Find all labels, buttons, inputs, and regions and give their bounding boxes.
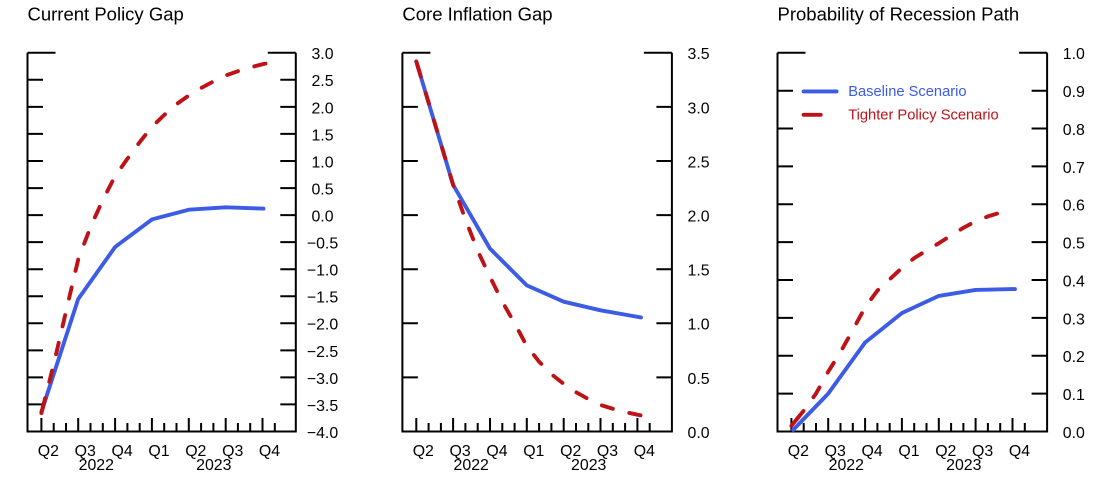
svg-text:1.5: 1.5 (688, 263, 710, 280)
svg-text:−3.0: −3.0 (307, 371, 339, 388)
svg-text:Q2: Q2 (413, 443, 434, 460)
svg-text:Q3: Q3 (75, 443, 96, 460)
svg-text:Q1: Q1 (148, 443, 169, 460)
svg-text:Q4: Q4 (634, 443, 655, 460)
svg-text:2022: 2022 (454, 457, 490, 474)
svg-text:Q4: Q4 (1009, 443, 1030, 460)
svg-text:−4.0: −4.0 (307, 425, 339, 442)
svg-text:Current Policy Gap: Current Policy Gap (28, 4, 184, 25)
svg-text:−1.0: −1.0 (307, 263, 339, 280)
svg-text:0.0: 0.0 (1063, 425, 1085, 442)
svg-text:Probability of Recession Path: Probability of Recession Path (778, 4, 1020, 25)
svg-text:Q2: Q2 (560, 443, 581, 460)
svg-text:0.1: 0.1 (1063, 387, 1085, 404)
svg-text:−3.5: −3.5 (307, 398, 339, 415)
svg-text:Tighter Policy Scenario: Tighter Policy Scenario (848, 108, 998, 124)
svg-text:0.5: 0.5 (311, 182, 333, 199)
svg-text:3.5: 3.5 (688, 46, 710, 63)
svg-text:Q2: Q2 (788, 443, 809, 460)
svg-text:1.0: 1.0 (688, 317, 710, 334)
svg-text:Q3: Q3 (825, 443, 846, 460)
svg-text:2.5: 2.5 (688, 154, 710, 171)
svg-text:Q2: Q2 (935, 443, 956, 460)
svg-text:2.5: 2.5 (311, 73, 333, 90)
svg-text:0.5: 0.5 (1063, 236, 1085, 253)
svg-text:−2.0: −2.0 (307, 317, 339, 334)
svg-text:−1.5: −1.5 (307, 290, 339, 307)
svg-text:Baseline Scenario: Baseline Scenario (848, 84, 966, 100)
svg-text:3.0: 3.0 (688, 100, 710, 117)
svg-text:Q1: Q1 (523, 443, 544, 460)
svg-text:0.7: 0.7 (1063, 160, 1085, 177)
svg-text:−0.5: −0.5 (307, 236, 339, 253)
svg-text:2022: 2022 (829, 457, 865, 474)
svg-text:0.4: 0.4 (1063, 273, 1085, 290)
svg-text:1.0: 1.0 (1063, 46, 1085, 63)
svg-text:Q4: Q4 (259, 443, 280, 460)
svg-text:0.8: 0.8 (1063, 122, 1085, 139)
svg-text:2.0: 2.0 (311, 100, 333, 117)
svg-text:Q2: Q2 (38, 443, 59, 460)
svg-text:0.0: 0.0 (688, 425, 710, 442)
svg-text:2022: 2022 (79, 457, 115, 474)
svg-text:0.9: 0.9 (1063, 84, 1085, 101)
svg-text:2.0: 2.0 (688, 209, 710, 226)
svg-text:2023: 2023 (196, 457, 232, 474)
svg-text:2023: 2023 (571, 457, 607, 474)
svg-text:2023: 2023 (946, 457, 982, 474)
svg-text:Q3: Q3 (222, 443, 243, 460)
svg-text:1.5: 1.5 (311, 127, 333, 144)
svg-text:−2.5: −2.5 (307, 344, 339, 361)
svg-text:Core Inflation Gap: Core Inflation Gap (402, 4, 552, 25)
svg-text:Q3: Q3 (597, 443, 618, 460)
svg-text:Q2: Q2 (185, 443, 206, 460)
svg-text:Q3: Q3 (449, 443, 470, 460)
svg-text:Q4: Q4 (861, 443, 882, 460)
svg-text:0.5: 0.5 (688, 371, 710, 388)
svg-text:0.2: 0.2 (1063, 349, 1085, 366)
svg-text:Q4: Q4 (486, 443, 507, 460)
svg-text:0.3: 0.3 (1063, 311, 1085, 328)
svg-text:Q4: Q4 (111, 443, 132, 460)
svg-text:Q1: Q1 (898, 443, 919, 460)
svg-text:3.0: 3.0 (311, 46, 333, 63)
svg-text:0.0: 0.0 (311, 209, 333, 226)
svg-text:Q3: Q3 (972, 443, 993, 460)
svg-text:0.6: 0.6 (1063, 198, 1085, 215)
svg-text:1.0: 1.0 (311, 154, 333, 171)
